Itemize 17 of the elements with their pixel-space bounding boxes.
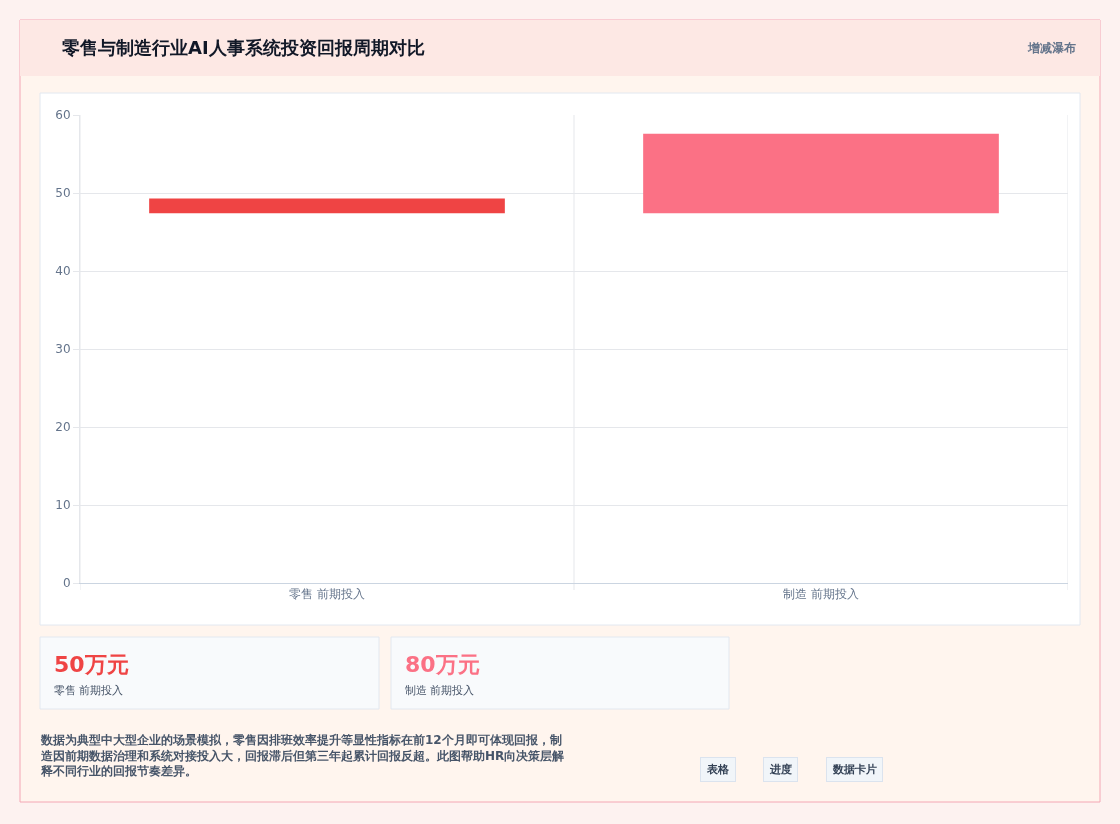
y-tick-label: 60 — [55, 108, 71, 123]
text: 数据卡片 — [832, 763, 877, 776]
y-tick-label: 50 — [55, 186, 71, 201]
y-tick-label: 30 — [55, 342, 71, 357]
chart-title: 零售与制造行业AI人事系统投资回报周期对比 — [62, 37, 425, 59]
text: 表格 — [706, 763, 730, 776]
y-tick-label: 40 — [55, 264, 71, 279]
text: 零售 前期投入 — [54, 684, 124, 697]
text: 数据为典型中大型企业的场景模拟，零售因排班效率提升等显性指标在前12个月即可体现回报，制造因前期数据治理和系统对接投入大，回报滞后但第三年起累计回报反超。此图帮助HR向决策层解释不同行业的回报节奏差异。 — [40, 733, 565, 779]
text: 进度 — [769, 763, 792, 776]
y-tick-label: 0 — [62, 576, 71, 591]
text: 增减瀑布 — [1027, 41, 1076, 55]
text: 制造 前期投入 — [405, 684, 475, 697]
text: 80万元 — [405, 652, 480, 677]
y-tick-label: 10 — [55, 498, 71, 513]
text: 50万元 — [54, 652, 129, 677]
y-tick-label: 20 — [55, 420, 71, 435]
